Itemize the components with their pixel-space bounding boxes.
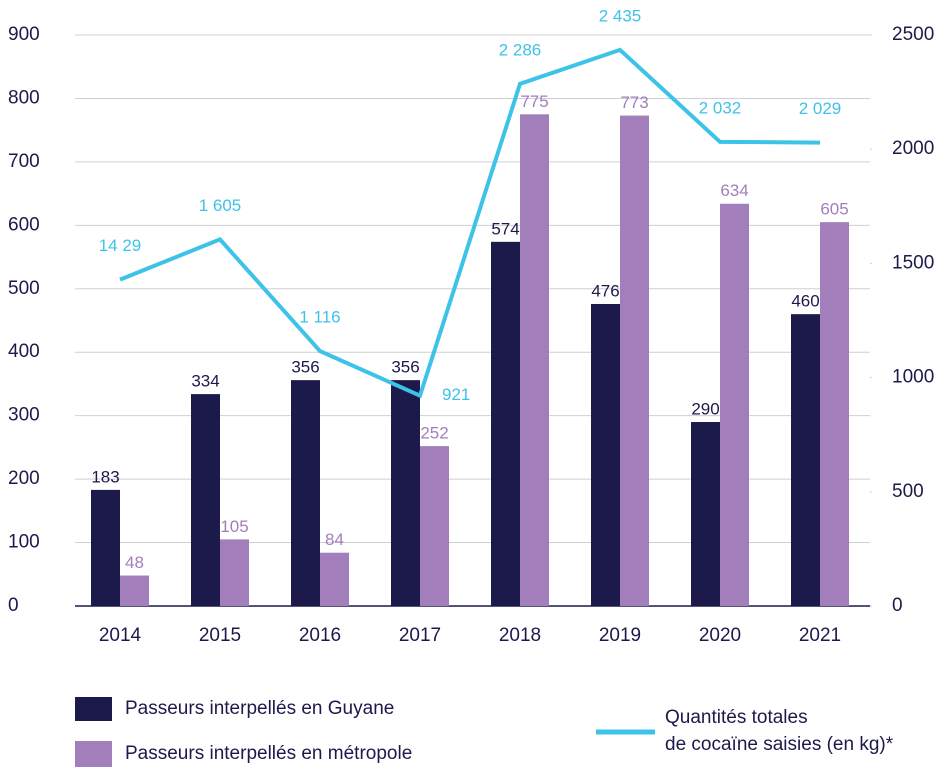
legend-label: Passeurs interpellés en Guyane (125, 698, 394, 719)
bar-label: 574 (491, 219, 519, 238)
line-label: 2 435 (599, 6, 642, 25)
line (119, 47, 821, 399)
x-tick-label: 2021 (799, 625, 841, 646)
bar-label: 605 (820, 200, 848, 219)
bar-label: 48 (125, 553, 144, 572)
y-tick-label: 800 (8, 87, 40, 108)
bar-label: 84 (325, 530, 344, 549)
bar-label: 356 (291, 358, 319, 377)
bar (520, 114, 549, 607)
bar (320, 552, 349, 606)
legend-swatch (75, 741, 112, 767)
y2-tick-label: 0 (892, 595, 903, 616)
bar (91, 489, 120, 606)
legend-swatch (75, 697, 112, 721)
legend-label: Quantités totales de cocaïne saisies (en… (665, 707, 894, 755)
bar (691, 422, 720, 606)
y-tick-label: 100 (8, 532, 40, 553)
bar (120, 575, 149, 606)
bar-label: 183 (91, 467, 119, 486)
line-label: 1 605 (199, 196, 242, 215)
bar (191, 394, 220, 606)
y-tick-label: 500 (8, 278, 40, 299)
x-tick-label: 2014 (99, 625, 142, 646)
y-tick-label: 600 (8, 214, 40, 235)
x-tick-label: 2017 (399, 625, 441, 646)
x-tick-label: 2018 (499, 625, 541, 646)
y-tick-label: 300 (8, 405, 40, 426)
bar (491, 241, 520, 606)
bar-label: 290 (691, 399, 719, 418)
y2-tick-label: 1500 (892, 252, 934, 273)
x-tick-label: 2016 (299, 625, 341, 646)
y-tick-label: 400 (8, 341, 40, 362)
bar (720, 203, 749, 607)
bar (791, 314, 820, 606)
bar (220, 539, 249, 606)
bar-label: 252 (420, 424, 448, 443)
bar-label: 634 (720, 181, 748, 200)
x-tick-label: 2015 (199, 625, 241, 646)
line-label: 1 116 (299, 308, 340, 327)
x-tick-label: 2019 (599, 625, 641, 646)
bar (820, 222, 849, 606)
y-tick-label: 700 (8, 151, 40, 172)
legend-label: Passeurs interpellés en métropole (125, 743, 412, 764)
y-tick-label: 900 (8, 24, 40, 45)
bar (591, 304, 620, 606)
y2-tick-label: 2000 (892, 138, 934, 159)
bar-label: 460 (791, 292, 819, 311)
line-label: 2 286 (499, 40, 542, 59)
bar-label: 334 (191, 372, 219, 391)
bar-label: 773 (620, 93, 648, 112)
bar-label: 356 (391, 358, 419, 377)
line-label: 2 032 (699, 98, 742, 117)
line-label: 14 29 (99, 236, 142, 255)
y2-tick-label: 2500 (892, 24, 934, 45)
bar (420, 446, 449, 606)
bar (291, 380, 320, 606)
x-tick-label: 2020 (699, 625, 741, 646)
bar-label: 476 (591, 281, 619, 300)
line-label: 2 029 (799, 99, 842, 118)
bar-label: 105 (220, 517, 248, 536)
y-tick-label: 200 (8, 468, 40, 489)
y2-tick-label: 500 (892, 481, 924, 502)
y2-tick-label: 1000 (892, 367, 934, 388)
bar (620, 115, 649, 606)
bar-label: 775 (520, 92, 548, 111)
y-tick-label: 0 (8, 595, 19, 616)
bar (391, 380, 420, 606)
line-label: 921 (442, 385, 470, 404)
